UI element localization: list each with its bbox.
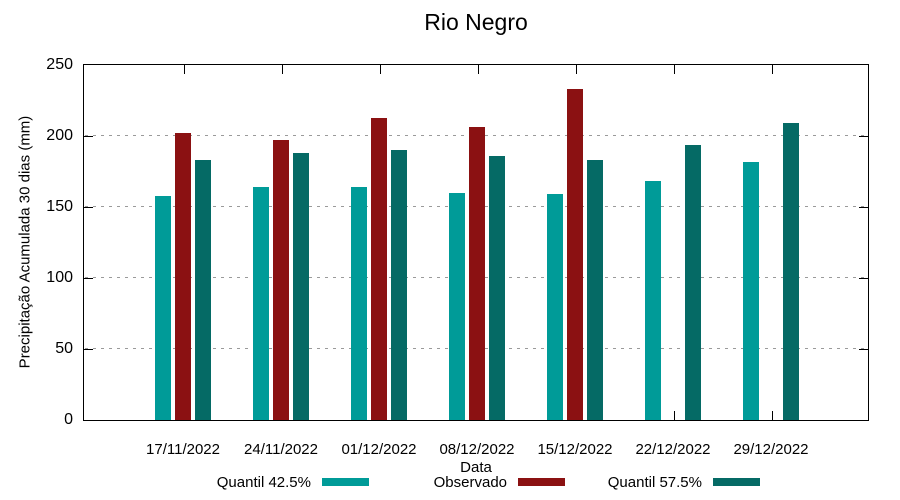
x-axis-label: Data (460, 459, 492, 476)
y-tick-mark (859, 206, 868, 208)
legend-label: Quantil 42.5% (216, 473, 311, 491)
y-tick-label: 0 (64, 411, 73, 428)
bar-quantil-57-5 (195, 160, 211, 420)
legend-label: Observado (433, 473, 507, 491)
y-tick-label: 100 (46, 269, 73, 286)
bar-quantil-57-5 (685, 144, 701, 420)
x-tick-mark (183, 65, 185, 74)
bar-observado (273, 140, 289, 420)
legend-swatch (713, 478, 760, 486)
x-tick-mark (673, 411, 675, 420)
y-tick-mark (859, 277, 868, 279)
bar-observado (469, 127, 485, 420)
bar-quantil-42-5 (547, 194, 563, 420)
bar-quantil-57-5 (587, 160, 603, 420)
y-tick-mark (84, 206, 93, 208)
y-tick-label: 250 (46, 56, 73, 73)
bar-quantil-42-5 (645, 181, 661, 420)
legend-swatch (518, 478, 565, 486)
y-tick-mark (859, 348, 868, 350)
x-tick-label: 22/12/2022 (635, 441, 711, 458)
bar-quantil-57-5 (489, 155, 505, 420)
y-tick-mark (84, 135, 93, 137)
legend-entry: Quantil 42.5% (69, 472, 369, 492)
bar-observado (371, 117, 387, 420)
bar-quantil-57-5 (293, 153, 309, 420)
x-tick-label: 01/12/2022 (341, 441, 417, 458)
legend-swatch (322, 478, 369, 486)
x-tick-label: 24/11/2022 (244, 441, 318, 458)
y-tick-mark (84, 348, 93, 350)
x-tick-mark (281, 65, 283, 74)
bar-observado (567, 89, 583, 420)
x-tick-label: 29/12/2022 (733, 441, 809, 458)
x-tick-mark (379, 65, 381, 74)
chart-title: Rio Negro (424, 9, 528, 35)
legend-entry: Observado (265, 472, 565, 492)
x-tick-mark (771, 411, 773, 420)
x-tick-label: 17/11/2022 (146, 441, 220, 458)
bar-quantil-57-5 (783, 123, 799, 420)
bar-quantil-42-5 (743, 161, 759, 420)
bar-quantil-57-5 (391, 150, 407, 420)
x-tick-mark (477, 65, 479, 74)
x-tick-label: 15/12/2022 (537, 441, 613, 458)
y-tick-label: 50 (55, 340, 73, 357)
legend-label: Quantil 57.5% (607, 473, 702, 491)
bar-observado (175, 133, 191, 420)
legend-entry: Quantil 57.5% (460, 472, 760, 492)
x-tick-mark (575, 65, 577, 74)
y-axis-label: Precipitação Acumulada 30 dias (mm) (16, 115, 34, 369)
bar-quantil-42-5 (351, 187, 367, 420)
bar-quantil-42-5 (253, 187, 269, 420)
y-tick-mark (859, 135, 868, 137)
x-tick-mark (673, 65, 675, 74)
bar-quantil-42-5 (449, 192, 465, 420)
bar-quantil-42-5 (155, 195, 171, 420)
y-tick-label: 200 (46, 127, 73, 144)
x-tick-mark (771, 65, 773, 74)
y-tick-label: 150 (46, 198, 73, 215)
y-tick-mark (84, 277, 93, 279)
plot-area (83, 64, 869, 421)
x-tick-label: 08/12/2022 (439, 441, 515, 458)
